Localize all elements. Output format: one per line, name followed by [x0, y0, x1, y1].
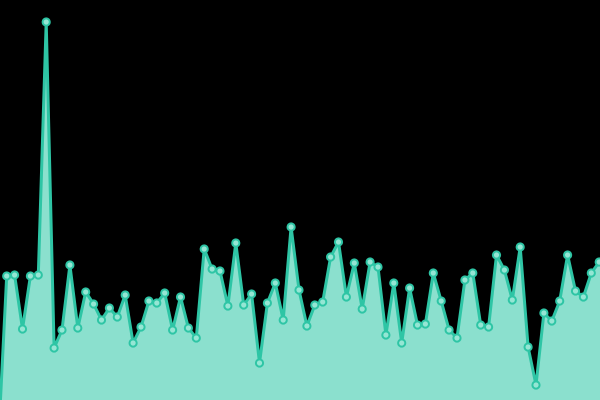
data-point-marker	[254, 358, 265, 368]
data-point-marker	[499, 265, 509, 275]
data-point-marker	[199, 244, 209, 254]
data-point-marker	[144, 296, 154, 306]
data-point-marker	[239, 300, 249, 310]
data-point-marker	[278, 315, 288, 325]
data-point-marker	[468, 268, 478, 278]
data-point-marker	[507, 295, 517, 305]
data-point-marker	[207, 264, 217, 274]
data-point-marker	[65, 260, 75, 270]
data-point-marker	[49, 343, 59, 353]
data-point-marker	[2, 271, 12, 281]
data-point-marker	[223, 301, 233, 311]
data-point-marker	[160, 288, 170, 298]
data-point-marker	[104, 303, 115, 313]
data-point-marker	[515, 242, 525, 252]
data-point-marker	[341, 292, 351, 302]
data-point-marker	[128, 338, 138, 348]
data-point-marker	[397, 338, 407, 348]
data-point-marker	[191, 333, 201, 343]
area-fill	[0, 22, 600, 400]
data-point-marker	[460, 275, 470, 285]
data-point-marker	[168, 325, 178, 335]
data-point-marker	[262, 298, 272, 308]
data-point-marker	[215, 266, 225, 276]
data-point-marker	[10, 270, 20, 280]
data-point-marker	[96, 315, 107, 325]
data-point-marker	[357, 304, 367, 314]
data-point-marker	[231, 238, 241, 248]
data-point-marker	[436, 296, 446, 306]
data-point-marker	[333, 237, 344, 247]
data-point-marker	[523, 342, 533, 352]
data-point-marker	[578, 292, 589, 302]
data-point-marker	[89, 299, 99, 309]
data-point-marker	[270, 278, 280, 288]
data-point-marker	[539, 308, 549, 318]
data-point-marker	[286, 222, 296, 232]
data-point-marker	[365, 257, 375, 267]
data-point-marker	[183, 323, 193, 333]
data-point-marker	[444, 325, 454, 335]
data-point-marker	[594, 257, 600, 267]
data-point-marker	[294, 285, 304, 295]
data-point-marker	[531, 380, 541, 390]
data-point-marker	[586, 268, 596, 278]
data-point-marker	[555, 296, 565, 306]
data-point-marker	[310, 300, 320, 310]
data-point-marker	[373, 262, 383, 272]
data-point-marker	[491, 250, 502, 260]
data-point-marker	[547, 316, 557, 326]
data-point-marker	[73, 323, 83, 333]
data-point-marker	[412, 320, 423, 330]
data-point-marker	[57, 325, 67, 335]
data-point-marker	[33, 270, 43, 280]
data-point-marker	[81, 287, 91, 297]
data-point-marker	[247, 289, 257, 299]
data-point-marker	[17, 324, 28, 334]
data-point-marker	[175, 292, 186, 302]
data-point-marker	[302, 321, 312, 331]
data-point-marker	[112, 312, 122, 322]
data-point-marker	[326, 252, 336, 262]
data-point-marker	[120, 290, 130, 300]
data-point-marker	[25, 271, 35, 281]
data-point-marker	[152, 298, 162, 308]
data-point-marker	[41, 17, 51, 27]
data-point-marker	[570, 286, 581, 296]
data-point-marker	[563, 250, 573, 260]
data-point-marker	[420, 319, 430, 329]
data-point-marker	[318, 297, 328, 307]
data-point-marker	[428, 268, 438, 278]
data-point-marker	[452, 333, 462, 343]
data-point-marker	[381, 330, 391, 340]
data-point-marker	[476, 320, 486, 330]
data-point-marker	[484, 322, 494, 332]
data-point-marker	[389, 278, 399, 288]
data-point-marker	[405, 283, 415, 293]
data-point-marker	[136, 322, 146, 332]
data-point-marker	[349, 258, 359, 268]
